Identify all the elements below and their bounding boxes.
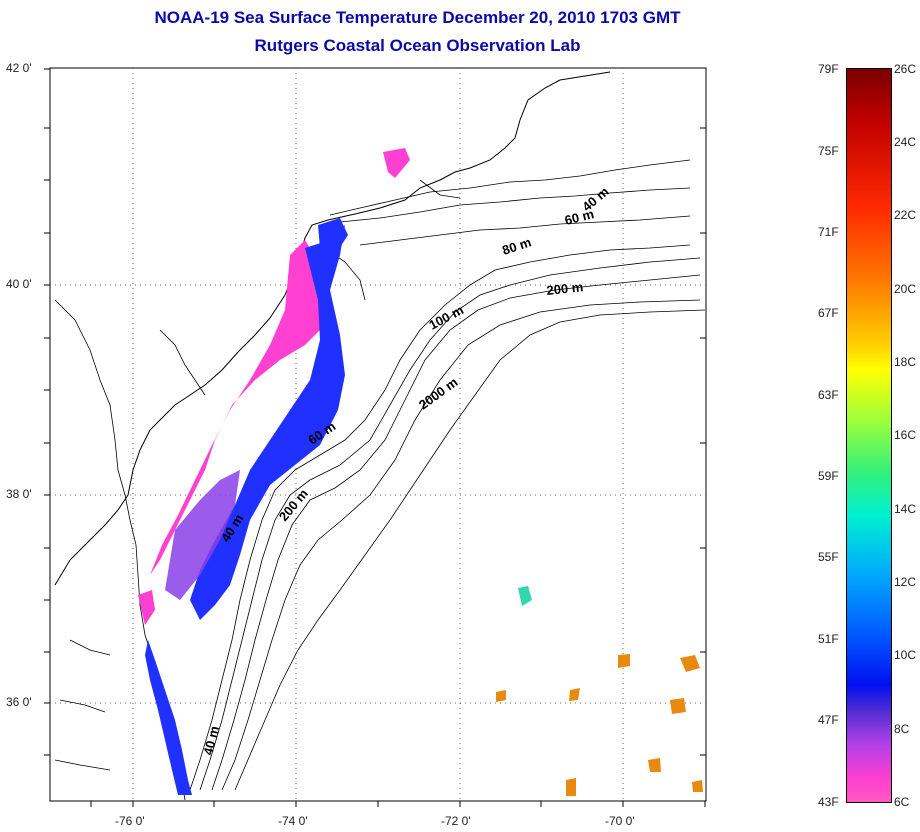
sst-cold-nearshore [150,240,322,575]
lat-label: 42 0' [6,61,32,75]
isobath-label: 200 m [546,279,584,298]
colorbar-c-label: 20C [894,282,917,296]
map-title: NOAA-19 Sea Surface Temperature December… [154,8,681,27]
colorbar-f-label: 59F [818,469,839,483]
lon-label: -74 0' [278,814,308,828]
colorbar-f-label: 55F [818,550,839,564]
isobath-label: 200 m [276,486,311,524]
isobath-label: 2000 m [416,374,460,412]
colorbar-c-label: 14C [894,502,917,516]
colorbar-f-label: 75F [818,144,839,158]
map-graticule [50,68,706,801]
isobaths [189,159,706,791]
inland-waters [54,179,461,801]
sst-south-strip [145,640,192,795]
lat-label: 36 0' [6,695,32,709]
isobath-label: 60 m [563,206,595,228]
lon-label: -70 0' [605,814,635,828]
sst-north-pink [383,148,410,178]
lat-label: 40 0' [6,277,32,291]
isobath-label: 40 m [200,724,222,756]
colorbar-f-label: 63F [818,388,839,402]
colorbar-c-label: 6C [894,795,910,809]
colorbar-c-label: 22C [894,208,917,222]
map-subtitle: Rutgers Coastal Ocean Observation Lab [254,36,581,55]
isobath-label: 80 m [500,234,533,257]
colorbar-c-label: 16C [894,428,917,442]
colorbar-f-label: 67F [818,306,839,320]
sst-south-pink [138,590,155,625]
lon-label: -76 0' [115,814,145,828]
colorbar-f-label: 71F [818,225,839,239]
sst-cyan-patch [518,586,532,606]
colorbar-c-label: 24C [894,135,917,149]
sst-warm-patches [496,654,703,796]
sst-mid-offshore [190,225,345,620]
colorbar-c-label: 26C [894,62,917,76]
colorbar-f-label: 47F [818,713,839,727]
lat-label: 38 0' [6,487,32,501]
colorbar-f-label: 51F [818,632,839,646]
sst-violet-band [165,470,240,600]
colorbar-c-label: 10C [894,648,917,662]
map-frame [49,67,707,802]
sst-imagery [138,148,703,796]
colorbar-f-label: 43F [818,795,839,809]
colorbar-f-label: 79F [818,62,839,76]
sst-north-blue [318,218,348,255]
colorbar-c-label: 12C [894,575,917,589]
colorbar-c-label: 18C [894,355,917,369]
colorbar-c-label: 8C [894,722,910,736]
lon-label: -72 0' [441,814,471,828]
temperature-colorbar [846,68,892,803]
